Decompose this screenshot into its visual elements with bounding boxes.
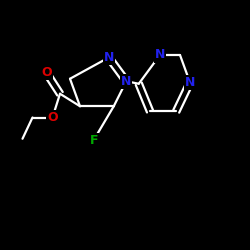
Text: N: N <box>155 48 165 62</box>
Text: O: O <box>47 111 58 124</box>
Text: N: N <box>104 51 114 64</box>
Text: O: O <box>41 66 51 79</box>
Text: F: F <box>90 134 98 146</box>
Text: N: N <box>185 76 195 89</box>
Text: N: N <box>121 75 132 88</box>
